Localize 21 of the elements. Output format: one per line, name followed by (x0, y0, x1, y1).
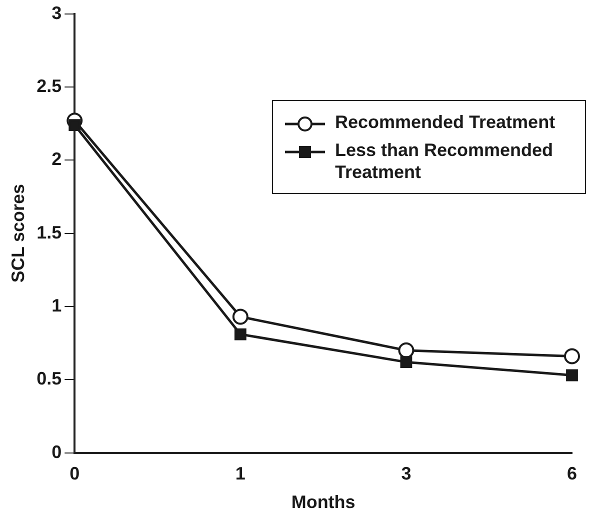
x-tick-label: 3 (401, 464, 412, 484)
y-tick-label: 3 (52, 2, 62, 23)
y-tick-label: 1.5 (36, 222, 62, 242)
point (398, 342, 414, 358)
point (234, 328, 246, 340)
legend-label: Recommended Treatment (335, 111, 556, 133)
x-tick-label: 0 (70, 464, 80, 484)
x-axis-title: Months (291, 492, 356, 512)
y-tick-label: 0 (52, 442, 62, 462)
y-tick-label: 2 (52, 149, 62, 170)
point (566, 369, 578, 382)
y-axis-title: SCL scores (8, 184, 28, 283)
point (232, 308, 248, 325)
point (564, 348, 580, 364)
x-tick-label: 6 (566, 464, 578, 484)
y-tick-label: 0.5 (36, 368, 62, 389)
point (400, 356, 412, 368)
y-tick-label: 2.5 (36, 76, 62, 96)
x-tick-label: 1 (235, 464, 246, 484)
legend-label: Less than Recommended Treatment (335, 139, 554, 183)
y-tick-label: 1 (52, 295, 62, 316)
